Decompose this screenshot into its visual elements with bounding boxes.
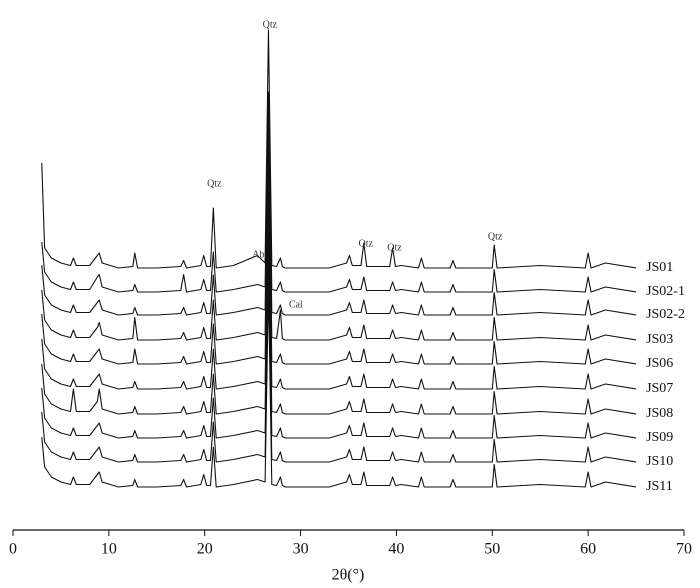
peak-annotation: Qtz: [263, 19, 278, 30]
series-label: JS11: [646, 479, 673, 494]
x-tick-label: 10: [101, 541, 117, 558]
series-label: JS10: [646, 454, 673, 469]
pattern-line: [41, 29, 637, 269]
series-label: JS06: [646, 356, 673, 371]
x-tick-label: 70: [676, 541, 692, 558]
x-tick-label: 40: [388, 541, 404, 558]
pattern-line: [41, 114, 637, 316]
peak-annotation: Qtz: [359, 238, 374, 249]
pattern-line: [41, 188, 637, 390]
series-label: JS08: [646, 406, 673, 421]
series-label: JS01: [646, 260, 673, 275]
pattern-line: [41, 139, 637, 341]
peak-annotation: Qtz: [207, 178, 222, 189]
peak-annotation: Qtz: [488, 231, 503, 242]
x-tick-label: 0: [9, 541, 17, 558]
x-tick-label: 30: [293, 541, 309, 558]
pattern-line: [41, 213, 637, 415]
pattern-line: [41, 286, 637, 488]
series-label: JS02-2: [646, 307, 685, 322]
peak-annotation: Cal: [289, 299, 303, 310]
x-tick-label: 50: [484, 541, 500, 558]
pattern-line: [41, 237, 637, 439]
series-label: JS09: [646, 430, 673, 445]
pattern-line: [41, 91, 637, 293]
peak-annotation: Ab: [252, 249, 264, 260]
x-tick-label: 20: [197, 541, 213, 558]
x-axis-label: 2θ(°): [332, 567, 365, 584]
series-label: JS03: [646, 332, 673, 347]
peak-annotation: Qtz: [387, 242, 402, 253]
pattern-line: [41, 163, 637, 365]
series-label: JS07: [646, 381, 673, 396]
x-tick-label: 60: [580, 541, 596, 558]
series-label: JS02-1: [646, 284, 685, 299]
pattern-line: [41, 261, 637, 463]
